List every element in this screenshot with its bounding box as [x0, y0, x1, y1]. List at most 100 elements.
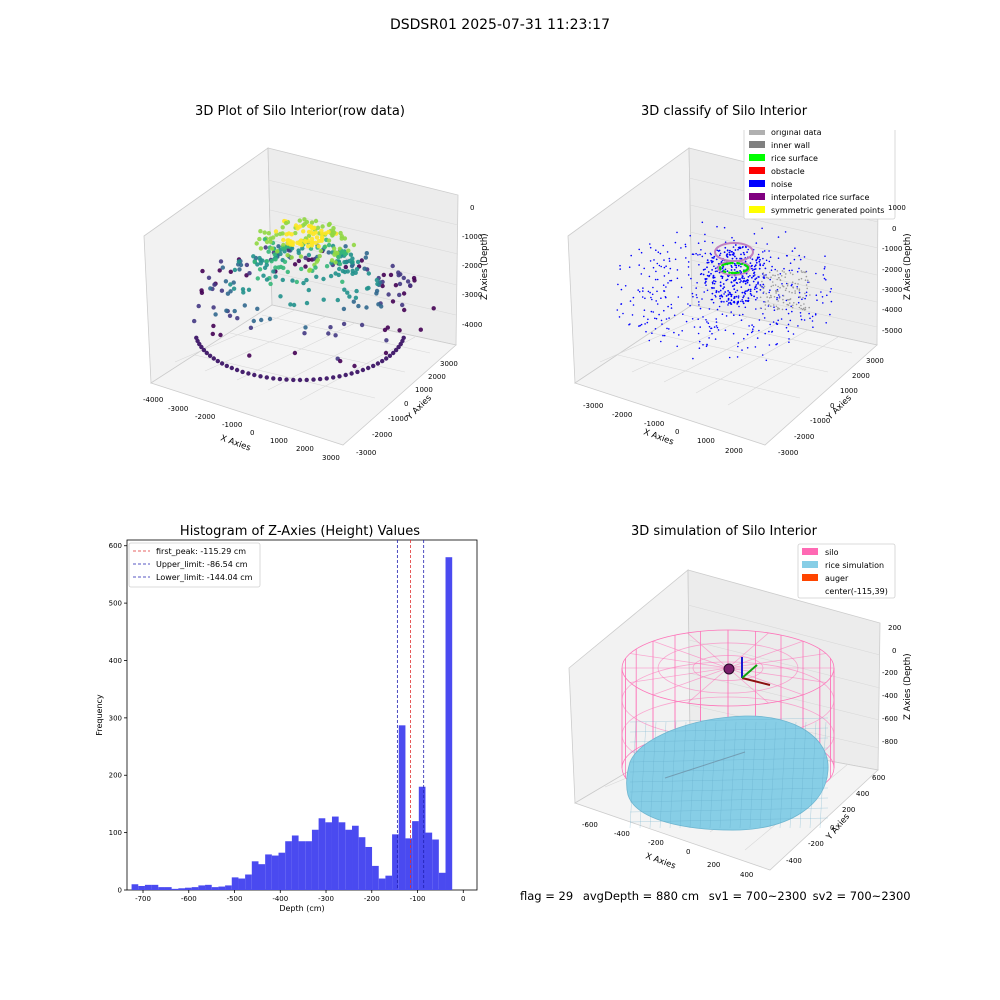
p1-point	[319, 234, 325, 240]
p1-xlabel: X Axies	[219, 433, 252, 453]
noise-point	[673, 331, 675, 334]
p1-point	[215, 358, 220, 364]
histogram-bar	[445, 557, 453, 890]
histogram-bar	[405, 838, 413, 890]
noise-point	[730, 299, 733, 302]
noise-point	[768, 250, 770, 252]
p1-point	[388, 272, 394, 278]
p4-ztick: -800	[882, 738, 898, 746]
silo-lid-spoke	[727, 653, 826, 669]
histogram-bar	[412, 821, 419, 890]
p1-point	[217, 268, 222, 273]
noise-point	[791, 250, 794, 252]
noise-point	[715, 318, 717, 320]
p2-ytick: -2000	[794, 433, 814, 441]
histogram-bar	[211, 887, 219, 890]
original-point	[787, 304, 790, 306]
noise-point	[758, 319, 761, 321]
histogram-bar	[258, 864, 266, 890]
noise-point	[769, 256, 772, 259]
noise-point	[772, 321, 775, 323]
p1-point	[328, 325, 333, 330]
noise-point	[765, 359, 768, 362]
noise-point	[798, 254, 800, 257]
original-point	[776, 278, 778, 281]
p1-point	[244, 262, 250, 268]
histogram-bar	[138, 885, 145, 890]
noise-point	[654, 317, 656, 320]
noise-point	[684, 243, 687, 246]
noise-point	[738, 305, 740, 308]
p1-point	[292, 262, 298, 267]
legend-label: center(-115,39)	[825, 587, 888, 596]
histogram-bar	[164, 887, 172, 890]
noise-point	[743, 295, 745, 297]
noise-point	[716, 270, 718, 273]
histogram-bar	[231, 877, 239, 890]
noise-point	[742, 246, 744, 248]
legend-swatch	[802, 561, 818, 568]
noise-point	[702, 344, 704, 346]
p4-xtick: 400	[740, 871, 753, 879]
histogram-bar	[285, 841, 292, 890]
noise-point	[812, 326, 814, 329]
noise-point	[764, 267, 767, 270]
noise-point	[755, 277, 758, 280]
original-point	[803, 271, 805, 273]
noise-point	[739, 278, 741, 280]
histogram-bar	[144, 884, 152, 890]
noise-point	[693, 326, 696, 328]
p1-point	[303, 325, 308, 330]
p4-ytick: 400	[856, 790, 869, 798]
noise-point	[725, 295, 728, 297]
original-point	[777, 285, 779, 288]
noise-point	[629, 300, 632, 302]
noise-point	[753, 272, 755, 275]
p1-point	[232, 308, 237, 314]
noise-point	[716, 308, 719, 311]
legend-label: silo	[825, 548, 839, 557]
noise-point	[656, 303, 659, 305]
original-point	[792, 304, 794, 307]
p1-point	[355, 259, 361, 265]
noise-point	[733, 284, 736, 287]
p1-point	[338, 358, 343, 364]
p1-point	[324, 264, 330, 269]
noise-point	[756, 297, 758, 299]
p1-point	[213, 312, 218, 317]
p3-ytick: 600	[109, 542, 122, 550]
original-point	[778, 297, 781, 299]
p1-point	[312, 225, 317, 230]
original-point	[762, 272, 765, 274]
noise-point	[740, 265, 742, 268]
noise-point	[801, 298, 803, 301]
noise-point	[758, 276, 760, 278]
original-point	[787, 283, 789, 285]
p1-point	[227, 313, 233, 318]
original-point	[800, 304, 802, 307]
p2-ztick: -1000	[882, 245, 902, 253]
p1-point	[337, 374, 342, 379]
noise-point	[754, 285, 757, 288]
noise-point	[662, 334, 664, 337]
p2-ytick: 3000	[866, 357, 884, 365]
noise-point	[684, 245, 687, 248]
p1-point	[292, 350, 298, 356]
p1-point	[314, 235, 320, 240]
noise-point	[755, 290, 758, 293]
p1-ztick: -3000	[462, 291, 482, 299]
original-point	[777, 273, 779, 276]
noise-point	[781, 283, 783, 285]
legend-label: original data	[771, 130, 822, 137]
noise-point	[805, 291, 808, 294]
original-point	[805, 275, 808, 278]
noise-point	[740, 319, 743, 322]
histogram-bar	[151, 884, 159, 890]
p1-point	[280, 277, 285, 283]
noise-point	[685, 257, 687, 259]
original-point	[775, 305, 778, 308]
p1-point	[348, 252, 354, 257]
original-point	[762, 287, 765, 290]
histogram-bar	[185, 887, 192, 890]
noise-point	[701, 221, 704, 224]
